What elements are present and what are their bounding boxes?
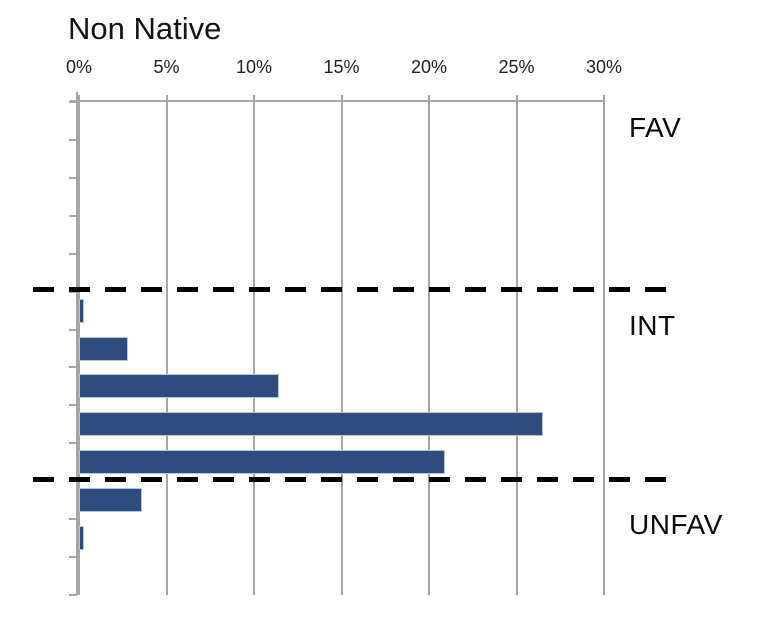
x-tick-label: 20%	[410, 57, 448, 77]
gridline	[165, 95, 168, 595]
x-tick-label: 5%	[153, 57, 180, 77]
y-axis-line	[76, 92, 78, 595]
section-label-unfav: UNFAV	[629, 509, 723, 540]
x-tick-label: 0%	[65, 57, 92, 77]
y-axis-tick	[69, 366, 77, 369]
gridline	[340, 95, 343, 595]
chart-title: Non Native	[68, 11, 222, 46]
y-axis-tick	[69, 556, 77, 559]
section-separator-line	[33, 287, 668, 293]
y-axis-tick	[69, 252, 77, 255]
y-axis-tick	[69, 101, 77, 103]
y-axis-tick	[69, 328, 77, 331]
x-tick-label: 15%	[323, 57, 360, 77]
y-axis-tick	[69, 404, 77, 407]
bar	[79, 412, 543, 437]
x-tick-label: 25%	[498, 57, 535, 77]
x-tick-label: 10%	[235, 57, 273, 77]
section-label-fav: FAV	[629, 112, 682, 143]
gridline	[428, 95, 430, 595]
bar	[79, 450, 445, 475]
y-axis-tick	[69, 594, 77, 596]
x-axis-line	[70, 100, 604, 102]
y-axis-tick	[69, 214, 77, 217]
bar	[79, 336, 128, 361]
y-axis-tick	[69, 138, 77, 141]
gridline	[603, 95, 605, 595]
gridline	[515, 95, 518, 595]
section-separator-line	[33, 476, 668, 482]
section-label-int: INT	[629, 310, 676, 341]
bar	[79, 374, 279, 399]
y-axis-tick	[69, 442, 77, 445]
x-tick-label: 30%	[585, 57, 623, 77]
bar	[79, 488, 142, 513]
gridline	[253, 95, 255, 595]
bar	[79, 298, 85, 323]
y-axis-tick	[69, 176, 77, 179]
y-axis-tick	[69, 518, 77, 521]
bar	[79, 526, 85, 551]
